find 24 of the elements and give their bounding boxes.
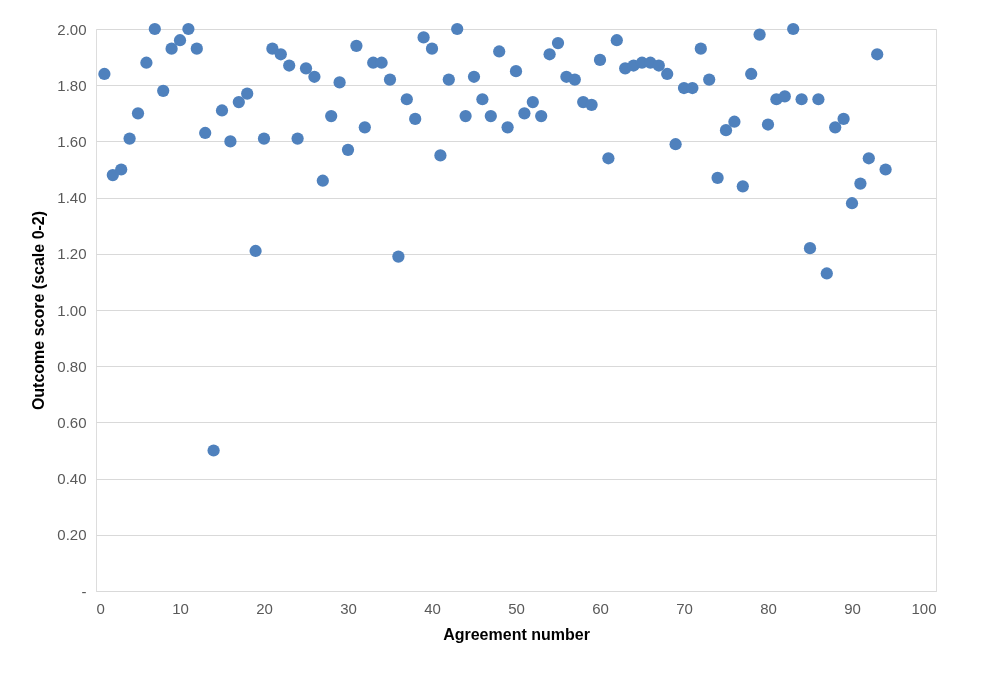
- y-tick-label: 1.60: [57, 132, 87, 150]
- x-tick-label: 40: [424, 599, 441, 617]
- x-tick-label: 10: [172, 599, 189, 617]
- y-tick-label: 1.40: [57, 189, 87, 207]
- x-tick-label: 70: [676, 599, 693, 617]
- y-tick-label: 0.80: [57, 357, 87, 375]
- x-tick-label: 0: [96, 599, 105, 617]
- y-tick-label: 0.20: [57, 526, 87, 544]
- y-tick-label: 0.40: [57, 470, 87, 488]
- y-tick-label: 0.60: [57, 413, 87, 431]
- x-tick-label: 90: [844, 599, 861, 617]
- y-tick-label: 1.20: [57, 245, 87, 263]
- x-tick-label: 50: [508, 599, 525, 617]
- x-tick-label: 20: [256, 599, 273, 617]
- y-tick-label: 2.00: [57, 20, 87, 38]
- y-tick-label: 1.00: [57, 301, 87, 319]
- x-tick-label: 80: [760, 599, 777, 617]
- y-axis-title: Outcome score (scale 0-2): [30, 210, 48, 411]
- x-tick-label: 100: [911, 599, 937, 617]
- x-tick-label: 60: [592, 599, 609, 617]
- y-tick-label: 1.80: [57, 76, 87, 94]
- x-tick-label: 30: [340, 599, 357, 617]
- x-axis-title: Agreement number: [443, 625, 590, 643]
- y-tick-label: -: [81, 582, 87, 600]
